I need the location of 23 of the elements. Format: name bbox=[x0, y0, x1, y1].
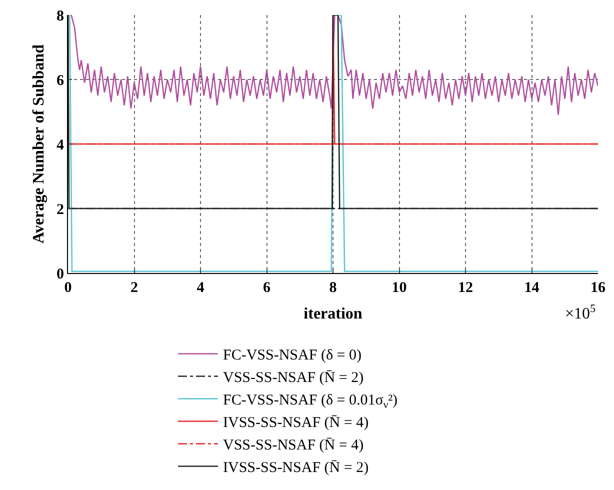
legend-label: FC-VSS-NSAF (δ = 0.01σ$_{ν}$²) bbox=[223, 392, 398, 411]
legend-label: VSS-SS-NSAF (N̄ = 2) bbox=[223, 369, 364, 386]
line-series bbox=[68, 15, 598, 116]
text: ×10$^{5}$ bbox=[565, 303, 596, 323]
y-tick-label: 2 bbox=[56, 202, 64, 218]
x-tick-label: 14 bbox=[524, 280, 540, 296]
y-tick-label: 4 bbox=[56, 137, 64, 154]
legend-label: IVSS-SS-NSAF (N̄ = 4) bbox=[223, 414, 369, 432]
legend-label: FC-VSS-NSAF (δ = 0) bbox=[223, 348, 362, 364]
x-tick-label: 2 bbox=[130, 280, 138, 296]
legend-label: IVSS-SS-NSAF (N̄ = 2) bbox=[223, 459, 369, 476]
legend-label: VSS-SS-NSAF (N̄ = 4) bbox=[223, 436, 364, 454]
y-axis-title: Average Number of Subband bbox=[30, 44, 48, 244]
y-tick-label: 0 bbox=[56, 266, 64, 282]
x-tick-label: 10 bbox=[392, 280, 407, 296]
x-tick-label: 4 bbox=[196, 280, 205, 296]
x-tick-label: 16 bbox=[590, 280, 606, 296]
x-axis-title: iteration bbox=[304, 306, 362, 323]
y-tick-label: 8 bbox=[56, 8, 64, 24]
x-tick-label: 8 bbox=[329, 280, 337, 296]
y-tick-label: 6 bbox=[56, 72, 64, 89]
x-tick-label: 6 bbox=[263, 280, 271, 296]
x-tick-label: 12 bbox=[458, 280, 473, 296]
